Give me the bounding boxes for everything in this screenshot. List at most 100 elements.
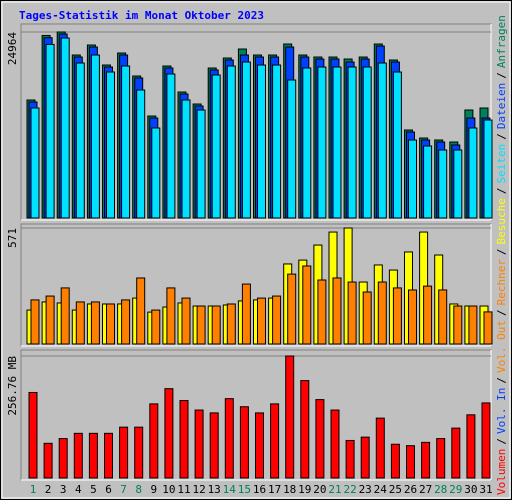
- bar: [121, 65, 131, 219]
- bar: [28, 391, 38, 479]
- x-tick-label: 26: [404, 483, 417, 496]
- bar: [287, 79, 297, 219]
- legend-entry: Anfragen: [495, 15, 508, 68]
- legend-entry: Volumen: [495, 449, 508, 495]
- bar: [468, 305, 478, 345]
- bar: [438, 289, 448, 345]
- bar: [164, 388, 174, 479]
- legend-separator: /: [495, 438, 508, 445]
- bar: [226, 65, 236, 219]
- bar: [106, 71, 115, 219]
- bar: [166, 287, 176, 345]
- bar: [104, 432, 113, 479]
- y-tick-label: 256.76 MB: [6, 356, 19, 416]
- bar: [121, 299, 131, 345]
- bar: [362, 291, 372, 345]
- bar: [438, 149, 448, 219]
- bar: [436, 438, 446, 479]
- bar: [241, 283, 251, 345]
- x-tick-label: 30: [464, 483, 477, 496]
- y-tick-label: 24964: [6, 32, 19, 65]
- bar: [45, 295, 55, 345]
- x-tick-label: 29: [449, 483, 462, 496]
- x-tick-label: 15: [238, 483, 251, 496]
- x-tick-label: 27: [419, 483, 432, 496]
- x-tick-label: 19: [298, 483, 311, 496]
- bar: [60, 287, 70, 345]
- x-tick-label: 20: [313, 483, 326, 496]
- bar: [375, 417, 385, 479]
- bar: [347, 66, 357, 219]
- bar: [58, 438, 68, 479]
- x-tick-label: 14: [223, 483, 237, 496]
- bar: [423, 145, 433, 219]
- bar: [302, 67, 312, 219]
- bar: [75, 62, 85, 219]
- bar: [483, 119, 493, 219]
- bar: [90, 54, 100, 219]
- bar: [408, 139, 417, 219]
- bar: [166, 73, 176, 219]
- bar: [483, 311, 493, 345]
- bar: [468, 127, 478, 219]
- legend-separator: /: [495, 248, 508, 255]
- bar: [466, 414, 476, 479]
- x-tick-label: 23: [359, 483, 372, 496]
- bar: [211, 305, 221, 345]
- x-tick-label: 12: [192, 483, 205, 496]
- bar: [347, 281, 357, 345]
- bar: [241, 61, 251, 219]
- bar: [194, 409, 204, 479]
- legend-entry: Vol. In: [495, 388, 508, 434]
- bar: [332, 66, 342, 219]
- bar: [30, 299, 40, 345]
- x-tick-label: 8: [135, 483, 142, 496]
- x-tick-label: 31: [479, 483, 492, 496]
- bar: [226, 303, 236, 345]
- x-tick-label: 10: [162, 483, 175, 496]
- bar: [302, 265, 312, 345]
- bar: [362, 66, 372, 219]
- x-tick-label: 24: [374, 483, 388, 496]
- bar: [272, 295, 282, 345]
- legend-entry: Vol. Out: [495, 320, 508, 373]
- bar: [45, 43, 55, 219]
- bar: [392, 71, 402, 219]
- bar: [287, 273, 297, 345]
- bar: [360, 436, 370, 479]
- legend-separator: /: [495, 72, 508, 79]
- bar: [345, 439, 355, 479]
- x-tick-label: 4: [75, 483, 82, 496]
- bar: [179, 400, 189, 479]
- bar: [453, 149, 463, 219]
- bar: [453, 305, 463, 345]
- x-tick-label: 3: [60, 483, 67, 496]
- bar: [224, 398, 234, 479]
- bar: [196, 109, 206, 219]
- bar: [300, 380, 310, 479]
- bar: [270, 403, 280, 479]
- bar: [255, 412, 264, 479]
- y-tick-label: 571: [6, 228, 19, 248]
- bar: [90, 301, 100, 345]
- legend-entry: Rechner: [495, 259, 508, 306]
- bar: [88, 432, 98, 479]
- legend-entry: Seiten: [495, 144, 508, 184]
- bar: [181, 297, 191, 345]
- legend-separator: /: [495, 377, 508, 384]
- bar: [392, 287, 402, 345]
- legend-separator: /: [495, 187, 508, 194]
- legend-entry: Besuche: [495, 198, 508, 244]
- bar: [75, 301, 85, 345]
- bar: [315, 399, 325, 479]
- x-tick-label: 7: [120, 483, 127, 496]
- bar: [481, 402, 491, 479]
- bar: [451, 427, 461, 479]
- x-tick-label: 9: [150, 483, 157, 496]
- x-tick-label: 6: [105, 483, 112, 496]
- bar: [332, 277, 342, 345]
- x-tick-label: 21: [328, 483, 341, 496]
- bar: [330, 409, 340, 479]
